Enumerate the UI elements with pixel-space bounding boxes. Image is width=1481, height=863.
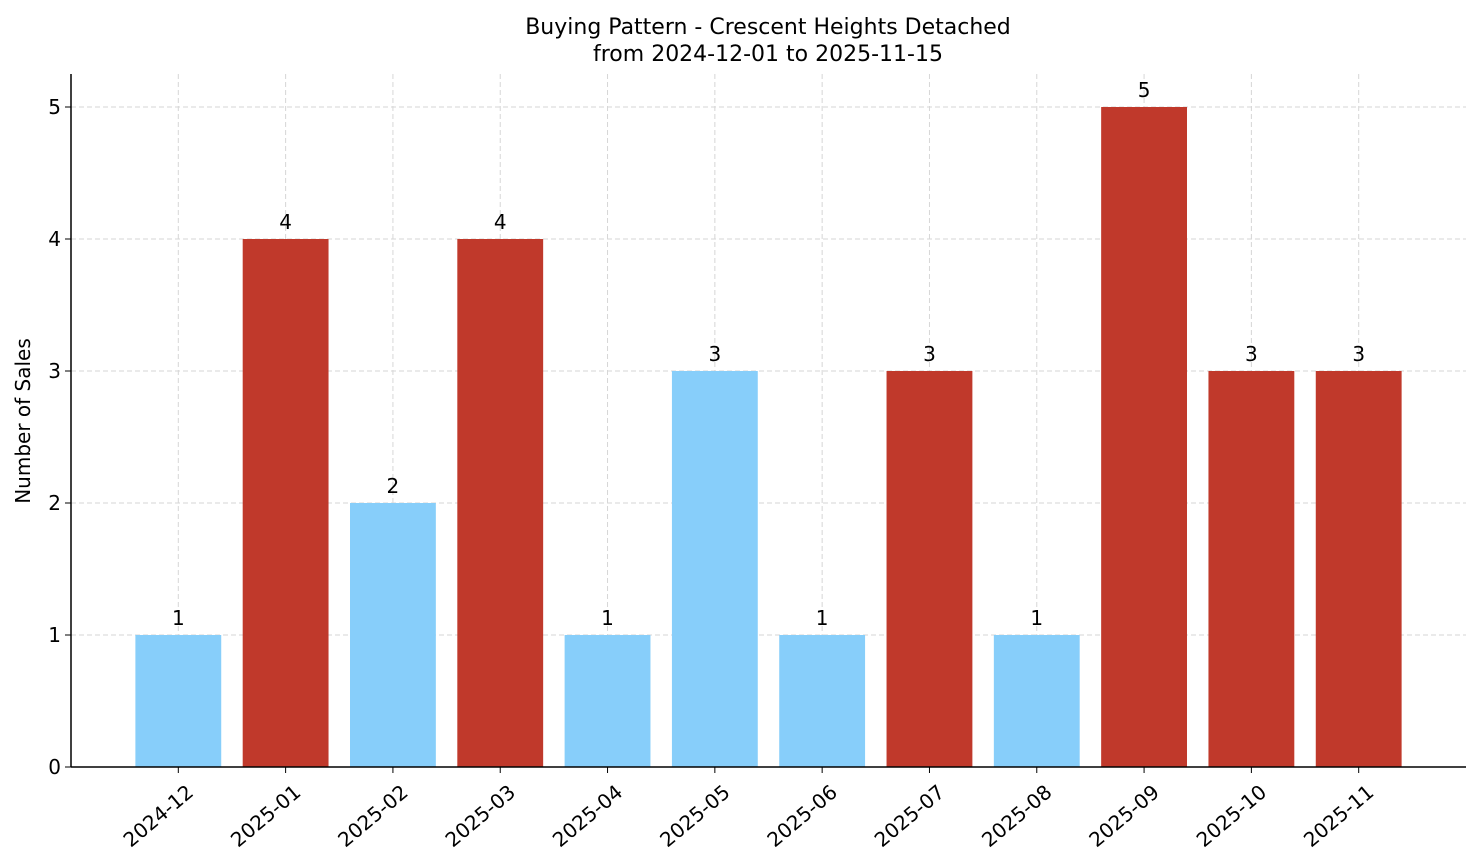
bar xyxy=(564,635,651,767)
chart-title: Buying Pattern - Crescent Heights Detach… xyxy=(525,15,1011,40)
x-tick-label: 2025-07 xyxy=(870,780,949,852)
x-tick-label: 2025-10 xyxy=(1192,780,1271,852)
x-tick-label: 2025-01 xyxy=(226,780,305,852)
y-tick-label: 1 xyxy=(48,623,61,647)
y-axis-label: Number of Sales xyxy=(11,338,35,504)
bar xyxy=(242,239,329,767)
x-tick-label: 2025-05 xyxy=(655,780,734,852)
y-tick-label: 3 xyxy=(48,359,61,383)
bar xyxy=(135,635,222,767)
data-label: 1 xyxy=(172,606,185,630)
y-tick-label: 5 xyxy=(48,95,61,119)
data-label: 3 xyxy=(1245,342,1258,366)
x-tick-label: 2024-12 xyxy=(119,780,198,852)
bar xyxy=(1208,371,1295,767)
chart-subtitle: from 2024-12-01 to 2025-11-15 xyxy=(593,42,943,67)
x-tick-label: 2025-02 xyxy=(333,780,412,852)
data-label: 5 xyxy=(1138,78,1151,102)
data-label: 1 xyxy=(816,606,829,630)
y-tick-label: 4 xyxy=(48,227,61,251)
x-tick-label: 2025-11 xyxy=(1299,780,1378,852)
data-label: 1 xyxy=(1030,606,1043,630)
x-tick-label: 2025-03 xyxy=(440,780,519,852)
data-label: 1 xyxy=(601,606,614,630)
bar xyxy=(886,371,973,767)
bar xyxy=(1101,107,1187,767)
bar xyxy=(1315,371,1402,767)
bar xyxy=(457,239,544,767)
x-tick-label: 2025-06 xyxy=(762,780,841,852)
data-label: 3 xyxy=(923,342,936,366)
data-label: 4 xyxy=(279,210,292,234)
bar xyxy=(350,503,436,767)
x-tick-label: 2025-04 xyxy=(548,780,627,852)
y-tick-label: 0 xyxy=(48,755,61,779)
x-tick-label: 2025-09 xyxy=(1084,780,1163,852)
data-label: 3 xyxy=(708,342,721,366)
bar xyxy=(779,635,866,767)
data-label: 3 xyxy=(1352,342,1365,366)
bar xyxy=(993,635,1080,767)
x-tick-label: 2025-08 xyxy=(977,780,1056,852)
y-tick-label: 2 xyxy=(48,491,61,515)
data-label: 2 xyxy=(387,474,400,498)
data-label: 4 xyxy=(494,210,507,234)
bar xyxy=(671,371,758,767)
